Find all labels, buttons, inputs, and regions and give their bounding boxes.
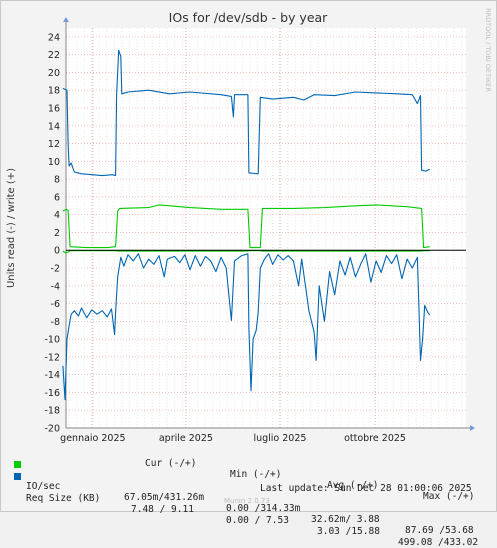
y-tick-label: 10 bbox=[48, 157, 60, 168]
x-tick-label: luglio 2025 bbox=[253, 433, 306, 444]
io-max: 87.69 /53.68 bbox=[405, 525, 474, 536]
x-tick-label: gennaio 2025 bbox=[60, 433, 125, 444]
legend-label-reqsize: Req Size (KB) bbox=[26, 493, 101, 504]
y-tick-label: -2 bbox=[51, 264, 60, 275]
y-tick-label: 0 bbox=[54, 246, 60, 257]
y-tick-label: -12 bbox=[44, 352, 60, 363]
y-tick-label: 20 bbox=[48, 68, 60, 79]
reqsize-max: 499.08 /433.02 bbox=[398, 537, 479, 548]
io-avg: 32.62m/ 3.88 bbox=[311, 514, 380, 525]
header-max: Max (-/+) bbox=[423, 491, 475, 502]
y-tick-label: 4 bbox=[54, 210, 60, 221]
chart-title: IOs for /dev/sdb - by year bbox=[169, 10, 329, 25]
y-tick-label: -20 bbox=[44, 424, 60, 435]
reqsize-min: 0.00 / 7.53 bbox=[226, 515, 289, 526]
series-0-write-line bbox=[62, 204, 430, 249]
header-cur: Cur (-/+) bbox=[145, 458, 197, 469]
stats-row-io: IO/sec 67.05m/431.26m 0.00 /314.33m 32.6… bbox=[0, 459, 497, 536]
series-1-read-line bbox=[62, 253, 431, 401]
series-1-write-line bbox=[62, 49, 431, 177]
y-tick-label: -6 bbox=[51, 299, 60, 310]
rrdtool-credit: RRDTOOL / TOBI OETIKER bbox=[484, 8, 492, 92]
y-tick-label: 14 bbox=[48, 121, 60, 132]
reqsize-cur: 7.48 / 9.11 bbox=[131, 504, 194, 515]
x-tick-label: aprile 2025 bbox=[159, 433, 213, 444]
last-update: Last update: Sun Dec 28 01:00:06 2025 bbox=[260, 483, 472, 494]
y-tick-label: 18 bbox=[48, 86, 60, 97]
y-tick-label: -8 bbox=[51, 317, 60, 328]
y-tick-label: 16 bbox=[48, 104, 60, 115]
y-tick-label: 22 bbox=[48, 50, 60, 61]
header-min: Min (-/+) bbox=[230, 469, 282, 480]
plot-area bbox=[66, 28, 466, 428]
legend-swatch-reqsize bbox=[14, 473, 21, 480]
y-tick-label: -14 bbox=[44, 370, 60, 381]
y-tick-label: 2 bbox=[54, 228, 60, 239]
io-cur: 67.05m/431.26m bbox=[124, 492, 205, 503]
io-min: 0.00 /314.33m bbox=[226, 503, 301, 514]
legend-label-io: IO/sec bbox=[26, 481, 61, 492]
y-axis-label: Units read (-) / write (+) bbox=[6, 168, 17, 288]
reqsize-avg: 3.03 /15.88 bbox=[317, 526, 380, 537]
y-tick-label: 8 bbox=[54, 175, 60, 186]
y-tick-label: -4 bbox=[51, 281, 60, 292]
y-tick-label: 12 bbox=[48, 139, 60, 150]
y-axis-arrow-icon bbox=[63, 17, 69, 22]
y-tick-label: -10 bbox=[44, 335, 60, 346]
x-axis-arrow-icon bbox=[470, 425, 475, 431]
io-chart: 242220181614121086420-2-4-6-8-10-12-14-1… bbox=[6, 8, 492, 444]
y-tick-label: 24 bbox=[48, 32, 60, 43]
x-tick-label: ottobre 2025 bbox=[344, 433, 406, 444]
y-tick-label: -18 bbox=[44, 406, 60, 417]
y-tick-label: 6 bbox=[54, 192, 60, 203]
header-avg: Avg (-/+) bbox=[327, 480, 379, 491]
y-tick-label: -16 bbox=[44, 388, 60, 399]
series-0-read-line bbox=[62, 250, 430, 254]
stats-row-reqsize: Req Size (KB) 7.48 / 9.11 0.00 / 7.53 3.… bbox=[0, 471, 497, 548]
stats-header: Cur (-/+) Min (-/+) Avg (-/+) Max (-/+) bbox=[0, 447, 497, 502]
legend-swatch-io bbox=[14, 461, 21, 468]
munin-version: Munin 2.0.73 bbox=[224, 497, 270, 505]
